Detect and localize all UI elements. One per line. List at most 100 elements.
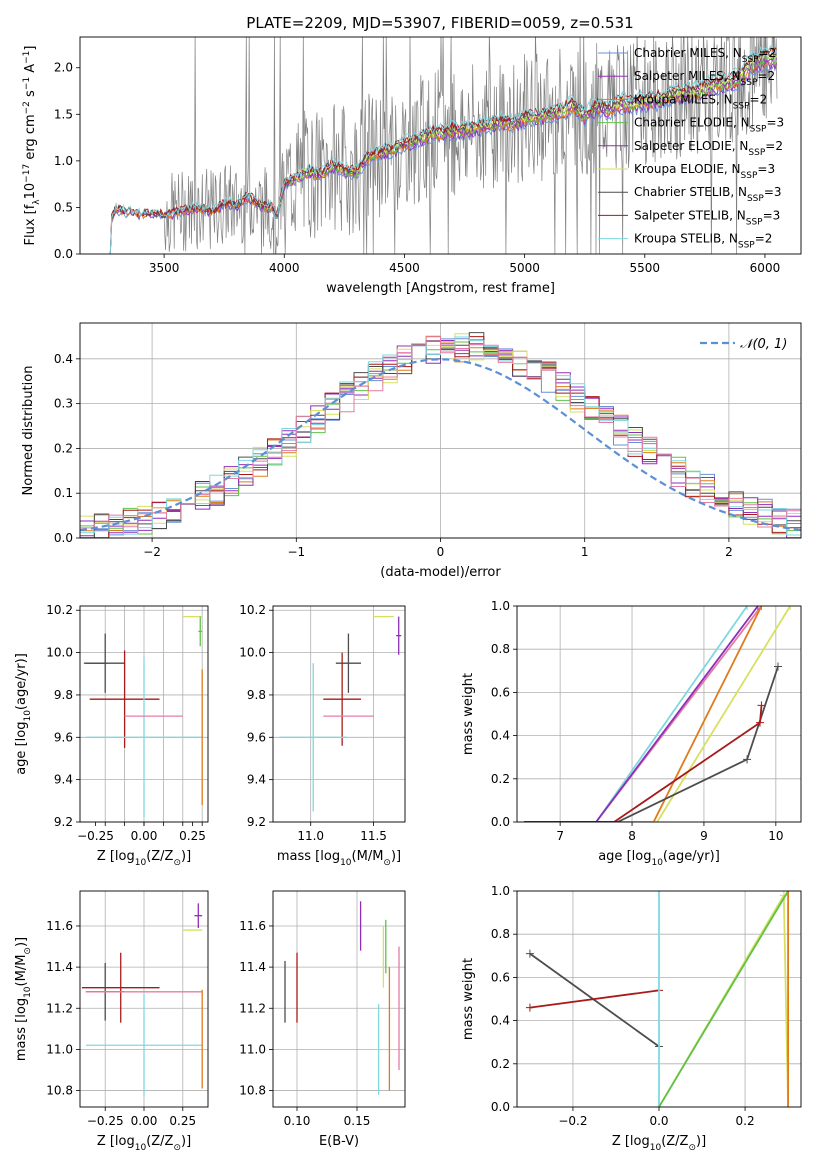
label-part: age [log [598,849,651,864]
y-tick-label: 0.2 [491,772,510,786]
residual-plot-area [80,332,801,538]
label-part: (age/yr)] [663,849,720,864]
y-tick-label: 0.2 [54,441,73,455]
label-part: =3 [757,162,775,176]
legend-entry: Chabrier STELIB, NSSP=3 [634,185,782,204]
x-axis-label: mass [log10(M/M⊙)] [277,849,401,868]
label-part: SSP [748,148,765,158]
weight-marker [753,606,762,610]
model-line-salpeter-miles [108,61,777,254]
weight-line [529,952,660,1048]
label-part: Salpeter ELODIE, N [634,139,748,153]
y-tick-label: 10.2 [239,603,266,617]
axes-frame [79,36,802,255]
y-tick-label: 9.8 [54,688,73,702]
axes-frame [272,890,406,1108]
label-part: A [23,64,38,77]
x-tick-label: 0.25 [179,829,206,843]
legend-entry: 𝒩(0, 1) [740,337,787,352]
label-part: (Z/Z [146,1134,173,1149]
model-line-kroupa-stelib [108,44,777,254]
y-tick-label: 0.0 [491,1100,510,1114]
x-tick-label: −0.25 [87,1114,124,1128]
x-axis-label: Z [log10(Z/Z⊙)] [97,849,191,868]
legend-entry: Chabrier MILES, NSSP=2 [634,46,776,65]
y-tick-label: 10.8 [239,1084,266,1098]
weight-marker [743,755,752,764]
x-tick-label: 3500 [149,261,180,275]
label-part: =2 [765,139,783,153]
label-part: ] [23,46,38,51]
y-tick-label: 11.0 [46,1042,73,1056]
label-part: 10 [135,858,147,868]
y-tick-label: 9.6 [247,730,266,744]
weight-line [524,606,791,822]
x-tick-label: −1 [287,545,305,559]
label-part: Kroupa STELIB, N [634,232,738,246]
label-part: (Z/Z [146,849,173,864]
y-tick-label: 0.5 [54,200,73,214]
weight-line [524,606,763,822]
y-tick-label: 9.2 [54,815,73,829]
label-part: SSP [738,241,755,251]
legend-entry: Kroupa ELODIE, NSSP=3 [634,162,775,181]
x-tick-label: 6000 [750,261,781,275]
y-axis-label: mass [log10(M/M⊙)] [14,937,33,1061]
label-part: =3 [764,185,782,199]
y-tick-label: 9.2 [247,815,266,829]
label-part: SSP [741,78,758,88]
legend-entry: Salpeter MILES, NSSP=2 [634,69,775,88]
y-axis-label: age [log10(age/yr)] [14,653,33,775]
y-tick-label: 1.0 [491,599,510,613]
label-part: 10 [23,986,33,998]
label-part: ⊙ [688,1143,696,1153]
weight-line [658,891,789,1107]
x-axis-label: Z [log10(Z/Z⊙)] [97,1134,191,1153]
x-axis-label: age [log10(age/yr)] [598,849,720,868]
y-tick-label: 10.2 [46,603,73,617]
weight-marker [655,891,663,895]
y-tick-label: 9.4 [247,773,266,787]
x-tick-label: 5500 [630,261,661,275]
axes-frame [79,605,209,823]
x-tick-label: 9 [700,829,708,843]
x-tick-label: 11.5 [360,829,387,843]
y-tick-label: 0.0 [54,531,73,545]
label-part: −1 [22,77,32,90]
x-tick-label: 7 [556,829,564,843]
axes-frame [79,322,802,539]
y-tick-label: 11.4 [239,960,266,974]
y-axis-label: mass weight [461,958,476,1040]
label-part: SSP [742,55,759,65]
y-tick-label: 0.1 [54,486,73,500]
axes-frame [516,605,802,823]
label-part: SSP [741,171,758,181]
errorbar-plot-area [284,901,400,1095]
x-tick-label: 0 [437,545,445,559]
x-tick-label: 4500 [389,261,420,275]
label-part: Salpeter STELIB, N [634,208,746,222]
label-part: )] [696,1134,706,1149]
label-part: 10 [23,183,38,200]
label-part: =3 [766,116,784,130]
figure-title: PLATE=2209, MJD=53907, FIBERID=0059, z=0… [246,14,633,32]
x-axis-label: wavelength [Angstrom, rest frame] [326,281,555,296]
x-tick-label: 1 [581,545,589,559]
y-tick-label: 9.8 [247,688,266,702]
label-part: Z [log [97,849,135,864]
label-part: (M/M [352,849,384,864]
weight-marker [773,662,782,671]
label-part: )] [181,1134,191,1149]
label-part: ⊙ [173,858,181,868]
weight-marker [743,606,752,610]
weight-marker [757,606,766,610]
label-part: (age/yr)] [14,653,29,710]
weight-line [524,606,763,822]
label-part: ⊙ [173,1143,181,1153]
errorbar-plot-area [83,615,203,818]
x-tick-label: 0.0 [649,1114,668,1128]
panel-mass-weight-vs-Z: −0.2 0.0 0.2 0.0 0.2 0.4 0.6 0.8 1.0 Z [log10(Z/Z… [461,884,802,1153]
